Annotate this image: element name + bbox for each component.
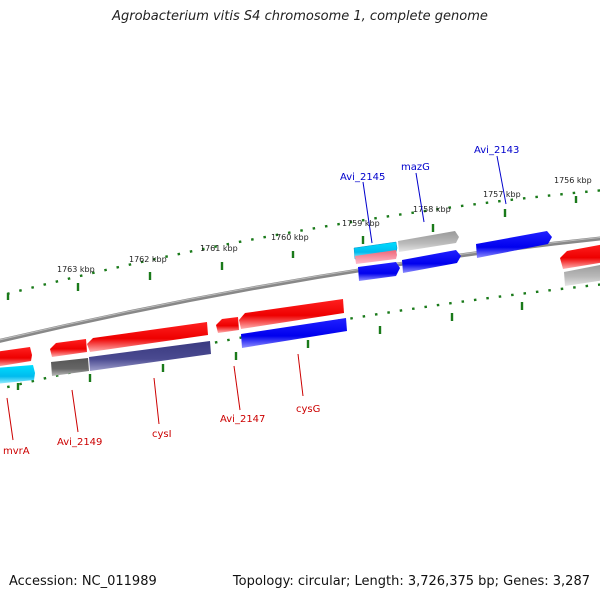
gene-avi-2147[interactable]: [216, 317, 239, 333]
gene-label-avi-2147[interactable]: Avi_2147: [220, 414, 265, 425]
scale-label: 1758 kbp: [413, 205, 451, 214]
inner-scale-ticks: [16, 302, 524, 390]
plus-gene-labels: Avi_2145 mazG Avi_2143: [340, 145, 519, 183]
gene-avi-2149-dark[interactable]: [51, 358, 89, 376]
accession-text: Accession: NC_011989: [9, 574, 157, 589]
scale-label: 1757 kbp: [483, 190, 521, 199]
minus-gene-labels: mvrA Avi_2149 cysI Avi_2147 cysG: [3, 404, 320, 457]
gene-plus-blue-1[interactable]: [358, 262, 400, 281]
gene-right-gray[interactable]: [564, 264, 600, 286]
gene-label-avi-2143[interactable]: Avi_2143: [474, 145, 519, 156]
genome-summary: Topology: circular; Length: 3,726,375 bp…: [232, 574, 590, 589]
gene-avi-2143[interactable]: [476, 231, 552, 258]
gene-cysi[interactable]: [87, 322, 208, 352]
gene-label-mvra[interactable]: mvrA: [3, 446, 30, 457]
gene-label-avi-2149[interactable]: Avi_2149: [57, 437, 102, 448]
gene-label-cysg[interactable]: cysG: [296, 404, 320, 415]
gene-cysg-blue[interactable]: [241, 318, 347, 348]
minus-label-leaders: [6, 353, 304, 441]
gene-avi-2149[interactable]: [50, 339, 87, 357]
gene-mvra-cyan[interactable]: [0, 365, 35, 384]
gene-cysg[interactable]: [239, 299, 344, 329]
outer-scale-ticks: [6, 196, 578, 300]
gene-mvra[interactable]: [0, 347, 32, 367]
plus-label-leaders: [362, 155, 507, 244]
gene-label-mazg[interactable]: mazG: [401, 162, 430, 173]
outer-scale-dotted: [0, 189, 600, 297]
scale-label: 1756 kbp: [554, 176, 592, 185]
gene-cysi-purple[interactable]: [89, 341, 211, 371]
gene-plus-blue-2[interactable]: [402, 250, 461, 273]
map-title: Agrobacterium vitis S4 chromosome 1, com…: [112, 9, 488, 24]
scale-label: 1763 kbp: [57, 265, 95, 274]
gene-label-cysi[interactable]: cysI: [152, 429, 172, 440]
gene-label-avi-2145[interactable]: Avi_2145: [340, 172, 385, 183]
scale-label: 1761 kbp: [200, 244, 238, 253]
scale-label: 1762 kbp: [129, 255, 167, 264]
gene-right-red[interactable]: [560, 244, 600, 269]
scale-label: 1760 kbp: [271, 233, 309, 242]
gene-mazg[interactable]: [398, 231, 459, 252]
scale-label: 1759 kbp: [342, 219, 380, 228]
gene-avi-2145-secondary[interactable]: [355, 250, 397, 264]
scale-labels: 1763 kbp 1762 kbp 1761 kbp 1760 kbp 1759…: [57, 176, 592, 274]
